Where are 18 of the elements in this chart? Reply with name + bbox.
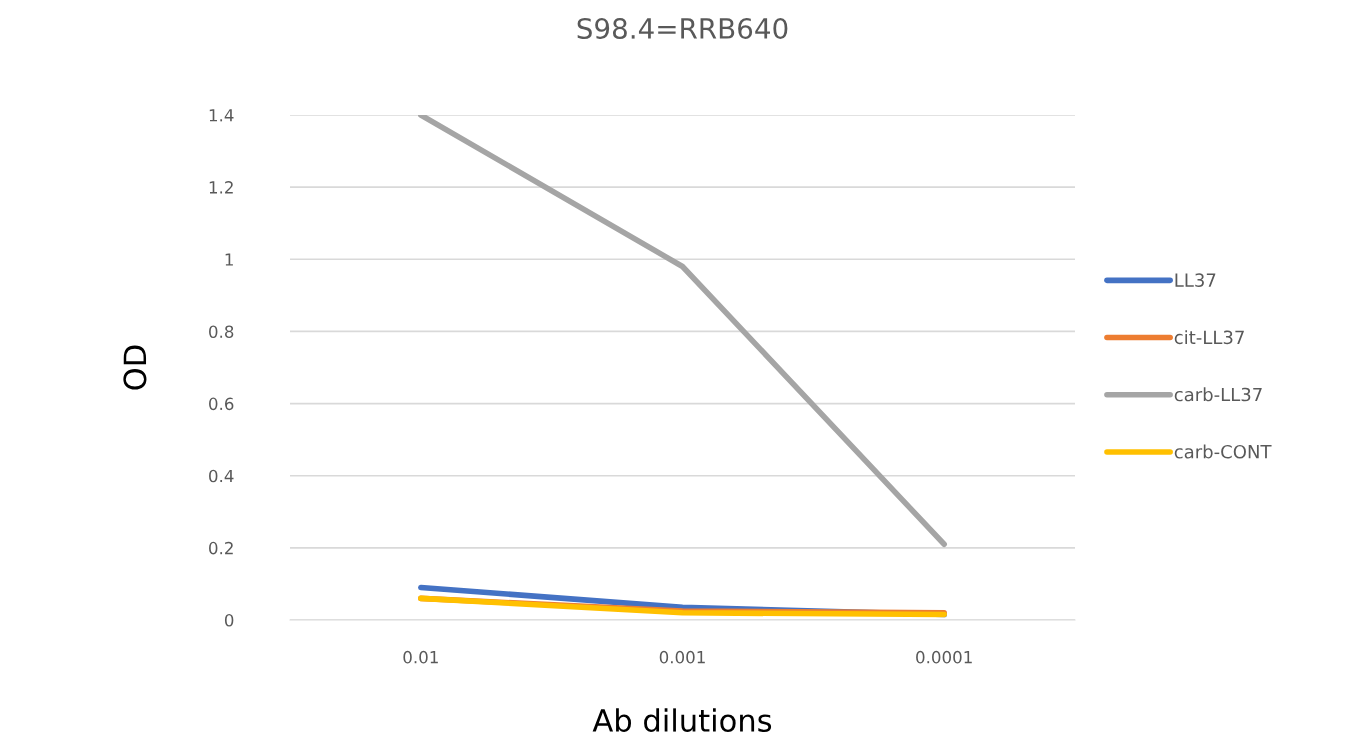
y-tick-label: 0.4 (209, 469, 234, 483)
legend-label: LL37 (1175, 273, 1216, 287)
x-tick-label: 0.0001 (916, 650, 972, 664)
y-tick-label: 1.4 (209, 109, 234, 122)
chart-title: S98.4=RRB640 (577, 17, 788, 40)
y-tick-label: 1 (225, 253, 233, 266)
y-tick-label: 0.6 (209, 397, 234, 411)
y-tick-label: 0.2 (209, 541, 233, 555)
y-tick-label: 1.2 (209, 181, 233, 194)
y-tick-label: 0.8 (209, 325, 234, 338)
legend-label: cit-LL37 (1174, 330, 1244, 345)
y-tick-label: 0 (224, 613, 234, 627)
x-axis-title: Ab dilutions (592, 708, 772, 732)
x-tick-label: 0.001 (659, 650, 705, 664)
legend-label: carb-CONT (1174, 444, 1272, 459)
y-axis-title: OD (123, 345, 147, 390)
legend-label: carb-LL37 (1174, 387, 1262, 402)
x-tick-label: 0.01 (403, 650, 438, 664)
